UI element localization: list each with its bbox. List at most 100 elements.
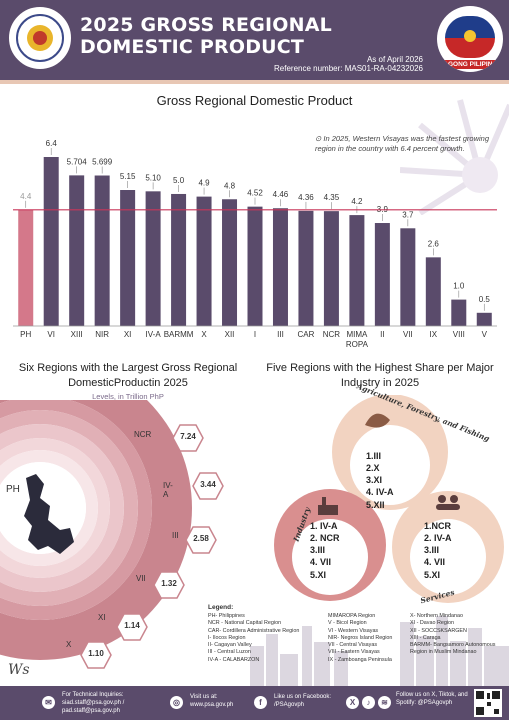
legend-item: NIR- Negros Island Region: [328, 634, 393, 641]
donut-value-hexagon: 3.44: [192, 472, 224, 500]
legend-item: NCR - National Capital Region: [208, 620, 282, 627]
facebook-link[interactable]: /PSAgovph: [274, 702, 305, 709]
donut-value-label: 1.10: [88, 649, 104, 658]
bar-xii: [222, 199, 238, 326]
legend-item: BARMM- Bangsamoro Autonomous Region in M…: [410, 642, 496, 656]
list-item: 2.X: [366, 463, 380, 474]
bar-value-label: 3.7: [402, 210, 414, 219]
legend-item: V - Bicol Region: [328, 620, 367, 627]
donut-ring-vii: [0, 424, 124, 592]
donut-region-label: VII: [136, 574, 146, 583]
donut-value-label: 1.32: [161, 579, 177, 588]
list-item: 3.III: [310, 545, 326, 556]
list-item: 2. NCR: [310, 533, 340, 544]
x-tick-label: XII: [225, 330, 235, 339]
legend-item: MIMAROPA Region: [328, 613, 376, 619]
bar-value-label: 4.35: [324, 193, 340, 202]
legend-item: IV-A - CALABARZON: [208, 656, 260, 663]
x-tick-label: X: [201, 330, 207, 339]
legend-item: IX - Zamboanga Peninsula: [328, 656, 392, 663]
growth-note-text: In 2025, Western Visayas was the fastest…: [315, 134, 490, 153]
facebook-label: Like us on Facebook:: [274, 694, 332, 700]
bar-i: [247, 206, 263, 326]
donut-value-label: 3.44: [200, 480, 216, 489]
bar-value-label: 5.10: [145, 173, 161, 182]
legend-column-3: X- Northern Mindanao XI - Davao Region X…: [410, 613, 504, 657]
qr-code[interactable]: [474, 689, 502, 717]
largest-grdp-subtitle: Levels, in Trillion PhP: [92, 392, 164, 401]
legend-item: X- Northern Mindanao: [410, 613, 464, 619]
footer-inquiries: For Technical Inquiries: siad.staff@psa.…: [62, 691, 172, 715]
bar-nir: [94, 175, 110, 326]
bar-value-label: 0.5: [479, 295, 491, 304]
x-tick-label: III: [277, 330, 284, 339]
x-tick-label: BARMM: [164, 330, 194, 339]
donut-region-label: XI: [98, 613, 106, 622]
legend-item: PH- Philippines: [208, 613, 245, 619]
bagong-pilipinas-label: BAGONG PILIPINAS: [437, 60, 503, 69]
donut-ring-xi: [0, 438, 110, 578]
largest-grdp-title: Six Regions with the Largest Gross Regio…: [18, 362, 238, 390]
header-accent-strip: [0, 80, 509, 84]
x-tick-label: NIR: [95, 330, 109, 339]
industry-circles-graphic: [274, 395, 504, 603]
x-tick-label: MIMA ROPA: [346, 330, 369, 349]
footer: ✉ For Technical Inquiries: siad.staff@ps…: [0, 686, 509, 720]
bar-value-label: 5.704: [67, 157, 88, 166]
list-item: 1.III: [366, 451, 382, 461]
tiktok-icon[interactable]: ♪: [362, 696, 375, 709]
services-list: 1.NCR 2. IV-A 3.III 4. VII 5.XI: [424, 520, 452, 581]
donut-value-hexagon: 1.10: [80, 641, 112, 669]
signature: Ws: [8, 662, 30, 678]
inquiries-emails[interactable]: siad.staff@psa.gov.ph / pad.staff@psa.go…: [62, 700, 125, 715]
legend-item: VI - Western Visayas: [328, 627, 379, 634]
bar-value-label: 1.0: [453, 282, 465, 291]
list-item: 5.XI: [424, 569, 441, 580]
legend-item: XI - Davao Region: [410, 620, 455, 627]
bar-iv-a: [145, 191, 161, 326]
x-icon[interactable]: X: [346, 696, 359, 709]
visit-label: Visit us at:: [190, 694, 218, 700]
facebook-icon[interactable]: f: [254, 696, 267, 709]
list-item: 4. IV-A: [366, 487, 394, 498]
email-icon: ✉: [42, 696, 55, 709]
agriculture-list: 1.III 2.X 3.XI 4. IV-A 5.XII: [366, 450, 394, 511]
footer-website: Visit us at: www.psa.gov.ph: [190, 693, 260, 709]
bar-value-label: 4.46: [273, 190, 289, 199]
region-legend: Legend: PH- Philippines NCR - National C…: [208, 604, 508, 682]
list-item: 5.XII: [366, 499, 385, 510]
bar-value-label: 4.9: [198, 179, 210, 188]
spotify-icon[interactable]: ≋: [378, 696, 391, 709]
donut-region-label: X: [66, 640, 72, 649]
x-tick-label: XI: [124, 330, 132, 339]
list-item: 3.XI: [366, 475, 383, 486]
legend-item: CAR- Cordillera Administrative Region: [208, 627, 300, 634]
bar-value-label: 2.6: [428, 239, 440, 248]
bar-viii: [451, 299, 467, 326]
legend-item: VII - Central Visayas: [328, 642, 378, 649]
bar-iii: [272, 208, 288, 326]
bar-value-label: 4.8: [224, 181, 236, 190]
inquiries-label: For Technical Inquiries:: [62, 692, 124, 698]
x-tick-label: II: [380, 330, 384, 339]
donut-value-hexagon: 7.24: [172, 424, 204, 452]
x-tick-label: VIII: [453, 330, 465, 339]
legend-item: II- Cagayan Valley: [208, 642, 252, 649]
bar-value-label: 5.699: [92, 158, 113, 167]
bar-value-label: 4.36: [298, 193, 314, 202]
legend-title: Legend:: [208, 604, 234, 611]
legend-column-2: MIMAROPA Region V - Bicol Region VI - We…: [328, 613, 408, 664]
bar-ii: [374, 223, 390, 326]
bar-xi: [120, 190, 136, 326]
bar-ix: [425, 257, 441, 326]
x-tick-label: VI: [47, 330, 55, 339]
philippines-map-icon: [24, 474, 74, 554]
website-link[interactable]: www.psa.gov.ph: [190, 702, 234, 709]
bar-ph: [18, 209, 34, 326]
industry-list: 1. IV-A 2. NCR 3.III 4. VII 5.XI: [310, 520, 340, 581]
info-icon: ⊙: [315, 134, 324, 143]
x-tick-label: CAR: [298, 330, 315, 339]
bar-value-label: 4.2: [351, 197, 363, 206]
agriculture-icon: [365, 413, 390, 428]
donut-value-label: 1.14: [124, 621, 140, 630]
